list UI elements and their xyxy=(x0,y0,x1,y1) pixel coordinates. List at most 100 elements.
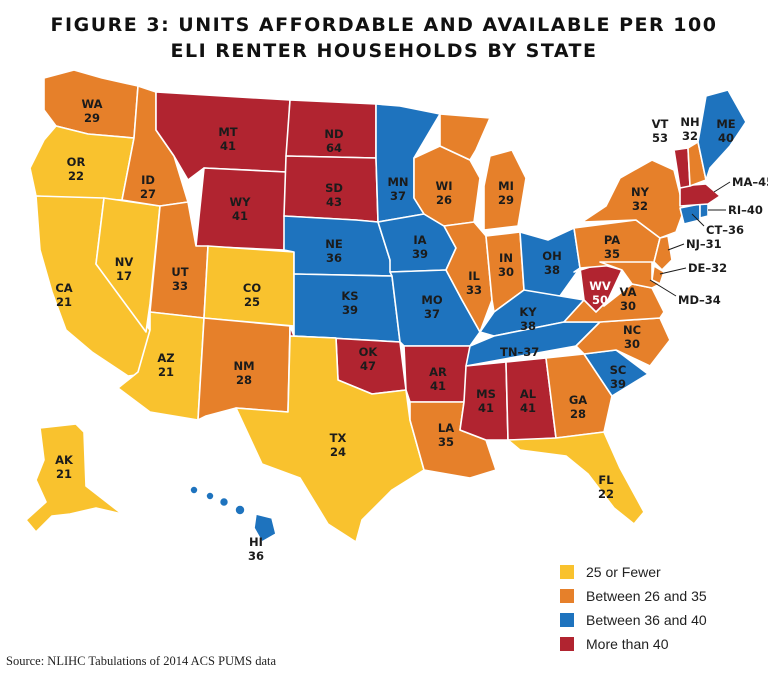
leader-md xyxy=(649,279,677,297)
state-label-oh: OH xyxy=(542,249,561,263)
state-va[interactable] xyxy=(563,283,665,323)
state-value-nc: 30 xyxy=(624,337,640,351)
state-label-wi: WI xyxy=(436,179,453,193)
state-value-id: 27 xyxy=(140,187,156,201)
state-label-la: LA xyxy=(438,421,454,435)
state-value-mt: 41 xyxy=(220,139,236,153)
state-label-fl: FL xyxy=(598,473,614,487)
state-value-nh: 32 xyxy=(682,129,698,143)
leader-ma xyxy=(713,181,731,193)
callout-label-tn: TN–37 xyxy=(500,345,539,359)
state-label-pa: PA xyxy=(604,233,620,247)
legend-item: 25 or Fewer xyxy=(560,560,707,584)
state-value-wi: 26 xyxy=(436,193,452,207)
state-ak[interactable] xyxy=(25,423,123,533)
state-value-ny: 32 xyxy=(632,199,648,213)
state-label-ca: CA xyxy=(55,281,72,295)
state-me[interactable] xyxy=(697,89,747,181)
state-label-me: ME xyxy=(716,117,735,131)
state-ri[interactable] xyxy=(699,203,709,219)
callout-label-ri: RI–40 xyxy=(728,203,763,217)
state-value-ky: 38 xyxy=(520,319,536,333)
state-value-tx: 24 xyxy=(330,445,346,459)
state-value-me: 40 xyxy=(718,131,734,145)
state-value-mi: 29 xyxy=(498,193,514,207)
state-value-ar: 41 xyxy=(430,379,446,393)
state-label-id: ID xyxy=(141,173,155,187)
state-label-wy: WY xyxy=(229,195,251,209)
state-label-ia: IA xyxy=(413,233,426,247)
state-value-mo: 37 xyxy=(424,307,440,321)
state-ma[interactable] xyxy=(679,183,721,207)
title-line-1: FIGURE 3: UNITS AFFORDABLE AND AVAILABLE… xyxy=(50,14,718,36)
state-label-wv: WV xyxy=(589,279,611,293)
state-label-mi: MI xyxy=(498,179,514,193)
state-value-sd: 43 xyxy=(326,195,342,209)
state-value-nv: 17 xyxy=(116,269,132,283)
state-label-ks: KS xyxy=(341,289,358,303)
state-value-sc: 39 xyxy=(610,377,626,391)
state-label-sd: SD xyxy=(325,181,343,195)
state-hi[interactable] xyxy=(189,485,277,543)
state-label-co: CO xyxy=(243,281,261,295)
state-value-mn: 37 xyxy=(390,189,406,203)
callout-label-ct: CT–36 xyxy=(706,223,744,237)
state-value-vt: 53 xyxy=(652,131,668,145)
state-label-mt: MT xyxy=(218,125,237,139)
state-value-la: 35 xyxy=(438,435,454,449)
state-label-ky: KY xyxy=(519,305,537,319)
legend-swatch xyxy=(560,589,574,603)
legend: 25 or Fewer Between 26 and 35 Between 36 a… xyxy=(560,560,707,656)
figure-title: FIGURE 3: UNITS AFFORDABLE AND AVAILABLE… xyxy=(0,12,768,64)
state-value-ga: 28 xyxy=(570,407,586,421)
state-value-al: 41 xyxy=(520,401,536,415)
state-label-ny: NY xyxy=(631,185,650,199)
state-value-ut: 33 xyxy=(172,279,188,293)
state-value-ia: 39 xyxy=(412,247,428,261)
state-ct[interactable] xyxy=(679,203,701,225)
state-label-ne: NE xyxy=(325,237,343,251)
legend-label: 25 or Fewer xyxy=(586,564,661,580)
state-value-hi: 36 xyxy=(248,549,264,563)
legend-label: Between 36 and 40 xyxy=(586,612,707,628)
state-label-hi: HI xyxy=(249,535,263,549)
legend-swatch xyxy=(560,637,574,651)
callout-label-md: MD–34 xyxy=(678,293,721,307)
state-ny[interactable] xyxy=(581,159,685,239)
state-value-ak: 21 xyxy=(56,467,72,481)
state-label-vt: VT xyxy=(652,117,669,131)
state-mi[interactable] xyxy=(439,113,527,231)
state-value-co: 25 xyxy=(244,295,260,309)
state-md[interactable] xyxy=(599,261,661,289)
state-value-wv: 50 xyxy=(592,293,608,307)
state-value-ms: 41 xyxy=(478,401,494,415)
legend-item: Between 36 and 40 xyxy=(560,608,707,632)
state-value-ks: 39 xyxy=(342,303,358,317)
leader-ct xyxy=(691,213,705,227)
state-value-wa: 29 xyxy=(84,111,100,125)
state-label-tx: TX xyxy=(330,431,347,445)
state-label-ga: GA xyxy=(569,393,587,407)
title-line-2: ELI RENTER HOUSEHOLDS BY STATE xyxy=(170,40,598,62)
state-label-nm: NM xyxy=(233,359,254,373)
state-value-pa: 35 xyxy=(604,247,620,261)
state-label-in: IN xyxy=(499,251,513,265)
state-label-ak: AK xyxy=(55,453,74,467)
legend-label: Between 26 and 35 xyxy=(586,588,707,604)
state-ga[interactable] xyxy=(545,353,613,439)
state-value-az: 21 xyxy=(158,365,174,379)
state-value-fl: 22 xyxy=(598,487,614,501)
state-tx[interactable] xyxy=(235,335,425,543)
state-value-or: 22 xyxy=(68,169,84,183)
source-note: Source: NLIHC Tabulations of 2014 ACS PU… xyxy=(6,654,277,668)
leader-de xyxy=(659,267,687,275)
legend-label: More than 40 xyxy=(586,636,669,652)
state-fl[interactable] xyxy=(507,431,645,525)
legend-item: Between 26 and 35 xyxy=(560,584,707,608)
state-nj[interactable] xyxy=(653,235,673,271)
leader-nj xyxy=(667,243,685,251)
state-value-nm: 28 xyxy=(236,373,252,387)
state-label-or: OR xyxy=(67,155,86,169)
state-label-nc: NC xyxy=(623,323,641,337)
